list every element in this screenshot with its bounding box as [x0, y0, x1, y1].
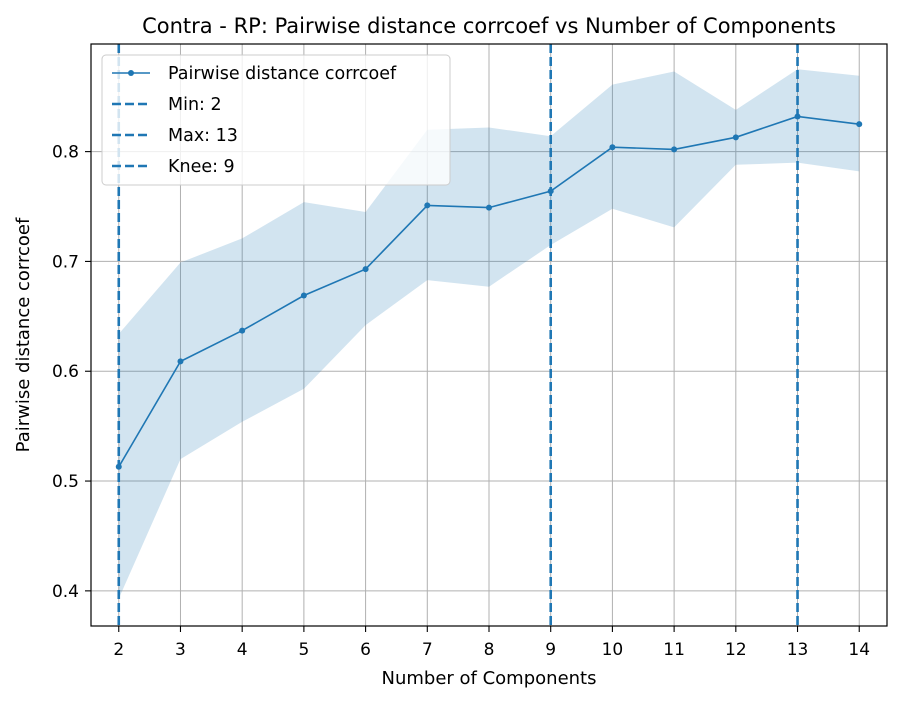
confidence-band-layer: [118, 69, 860, 599]
legend-swatch-marker: [128, 70, 134, 76]
x-tick-label: 14: [848, 640, 870, 660]
legend-box: [101, 54, 451, 186]
data-point: [794, 113, 801, 120]
legend-label: Min: 2: [168, 95, 222, 115]
data-point: [486, 204, 492, 211]
y-tick-label: 0.5: [52, 472, 79, 492]
data-point: [362, 266, 369, 273]
y-axis-ticks: 0.4 0.5 0.6 0.7 0.8: [52, 143, 91, 602]
y-tick-label: 0.7: [52, 252, 79, 272]
data-point: [424, 202, 431, 209]
confidence-band: [118, 69, 860, 599]
legend-label: Pairwise distance corrcoef: [168, 64, 397, 84]
x-tick-label: 11: [663, 640, 685, 660]
data-point: [300, 292, 307, 299]
data-point: [609, 144, 616, 151]
x-tick-label: 5: [298, 640, 309, 660]
data-point: [177, 358, 184, 365]
legend: Pairwise distance corrcoef Min: 2 Max: 13 K…: [101, 54, 451, 186]
y-axis-label: Pairwise distance corrcoef: [13, 217, 34, 452]
legend-label: Knee: 9: [168, 157, 235, 177]
data-point: [671, 146, 678, 153]
x-tick-label: 9: [545, 640, 556, 660]
data-point: [547, 188, 554, 195]
x-tick-label: 10: [602, 640, 624, 660]
x-tick-label: 4: [237, 640, 248, 660]
x-axis-label: Number of Components: [382, 668, 597, 689]
x-tick-label: 8: [484, 640, 495, 660]
legend-label: Max: 13: [168, 126, 238, 146]
series-layer: [115, 113, 863, 470]
data-point: [856, 121, 863, 128]
data-point: [239, 327, 246, 334]
x-tick-label: 12: [725, 640, 747, 660]
x-tick-label: 6: [360, 640, 371, 660]
y-tick-label: 0.4: [52, 582, 79, 602]
x-tick-label: 2: [113, 640, 124, 660]
data-point: [115, 463, 122, 470]
x-tick-label: 3: [175, 640, 186, 660]
chart-title: Contra - RP: Pairwise distance corrcoef …: [142, 14, 836, 38]
x-tick-label: 13: [787, 640, 809, 660]
x-axis-ticks: 2 3 4 5 6 7 8 9 10 11 12 13 14: [113, 626, 870, 660]
x-tick-label: 7: [422, 640, 433, 660]
y-tick-label: 0.8: [52, 143, 79, 163]
y-tick-label: 0.6: [52, 362, 79, 382]
data-point: [732, 134, 739, 141]
